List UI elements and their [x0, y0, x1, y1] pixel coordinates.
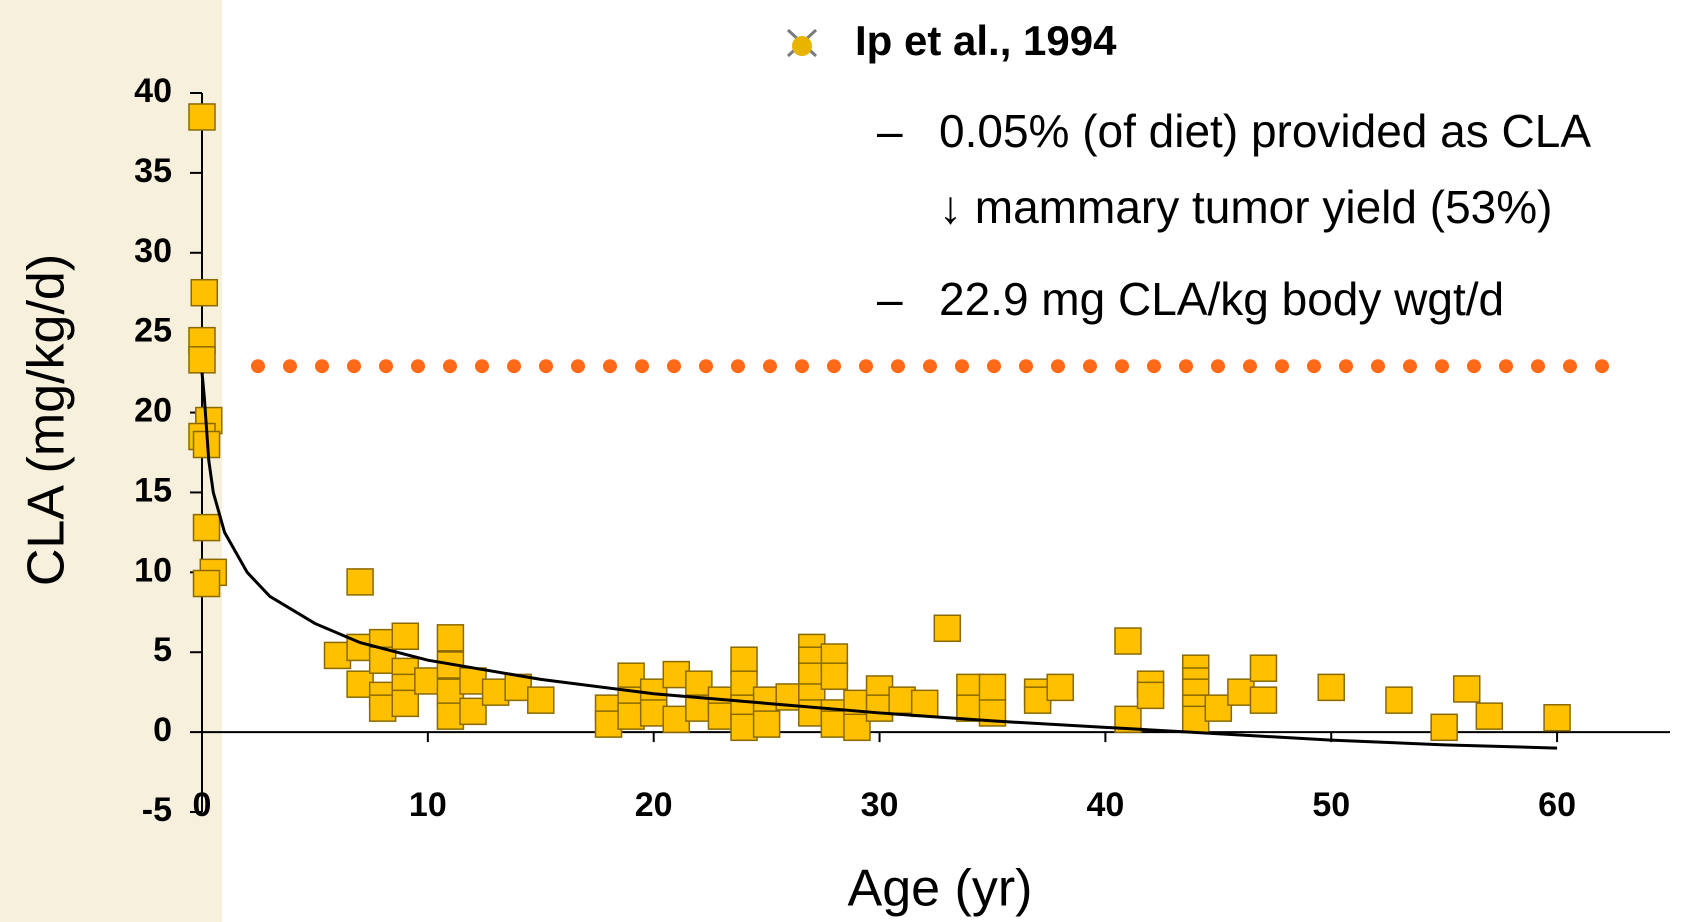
data-point [414, 667, 442, 695]
data-point [888, 686, 916, 714]
data-point [956, 694, 984, 722]
annotation-heading: Ip et al., 1994 [855, 17, 1117, 64]
data-point [978, 673, 1007, 702]
fit-curve [200, 372, 1558, 750]
y-tick-label: 30 [134, 232, 172, 270]
x-tick-label: 10 [409, 786, 447, 824]
side-strip [0, 0, 222, 922]
data-point [1023, 686, 1052, 714]
data-point [481, 678, 510, 706]
data-point [527, 686, 555, 714]
data-point [1430, 713, 1458, 742]
y-tick-label: 35 [134, 152, 172, 190]
y-tick-label: 5 [153, 631, 172, 669]
data-point [368, 694, 397, 722]
data-point [910, 689, 939, 718]
x-tick-label: 40 [1086, 786, 1124, 824]
data-point [192, 569, 221, 598]
data-point [594, 710, 623, 738]
data-point [1543, 703, 1571, 732]
data-point [1136, 681, 1165, 710]
x-tick-label: 0 [193, 786, 212, 824]
data-point [391, 689, 420, 718]
annotation-text: ↓ mammary tumor yield (53%) [939, 181, 1552, 233]
data-point [933, 614, 962, 643]
y-tick-label: 10 [134, 551, 172, 589]
data-point [843, 713, 871, 742]
data-point [1452, 675, 1481, 703]
annotation-text: 22.9 mg CLA/kg body wgt/d [939, 273, 1504, 325]
data-point [1046, 673, 1074, 702]
data-point [459, 697, 487, 726]
x-tick-label: 30 [861, 786, 899, 824]
data-point [1204, 694, 1233, 722]
data-point [459, 667, 487, 695]
annotation-text: 0.05% (of diet) provided as CLA [939, 105, 1591, 157]
data-point [1249, 654, 1278, 682]
y-tick-label: 40 [134, 72, 172, 110]
data-point [820, 662, 849, 690]
data-point [1385, 686, 1413, 714]
data-point [639, 699, 668, 727]
y-tick-label: 15 [134, 471, 172, 509]
y-axis-title: CLA (mg/kg/d) [18, 254, 76, 586]
data-point [188, 346, 216, 374]
x-tick-label: 20 [635, 786, 673, 824]
data-point [346, 568, 374, 596]
x-axis-title: Age (yr) [848, 860, 1033, 918]
data-point [436, 702, 465, 730]
data-point [1249, 686, 1278, 714]
y-tick-label: 0 [153, 711, 172, 749]
data-point [391, 622, 420, 650]
data-point [188, 103, 216, 131]
y-tick-label: 20 [134, 392, 172, 430]
data-point [1181, 705, 1210, 734]
data-point [192, 513, 221, 542]
data-point [707, 702, 736, 730]
data-point [190, 278, 219, 307]
data-point [752, 710, 781, 738]
data-point [436, 624, 465, 652]
data-point [798, 699, 826, 727]
bullet-marker: – [877, 273, 903, 325]
data-point [1475, 702, 1504, 730]
data-point [1114, 627, 1142, 655]
x-tick-label: 50 [1312, 786, 1350, 824]
data-point [662, 660, 691, 689]
bullet-marker: – [877, 105, 903, 157]
bullet-icon [786, 28, 818, 58]
y-tick-label: 25 [134, 312, 172, 350]
y-tick-label: -5 [142, 791, 172, 829]
x-tick-label: 60 [1538, 786, 1576, 824]
data-point [730, 646, 758, 674]
data-point [1317, 673, 1345, 702]
data-point [685, 670, 713, 698]
